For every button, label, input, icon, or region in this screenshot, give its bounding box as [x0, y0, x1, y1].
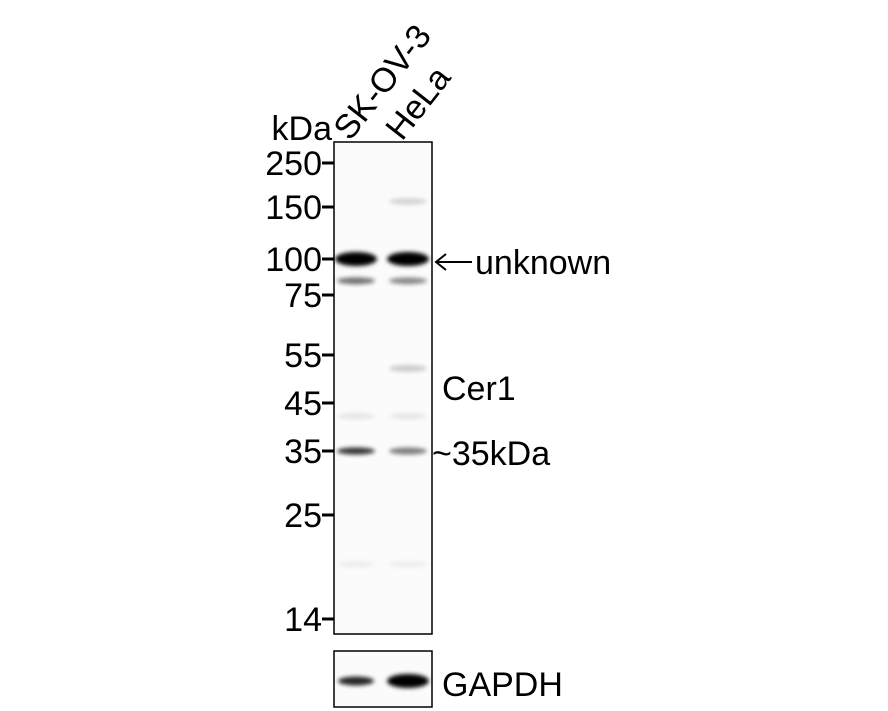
band-lane1-100kda [335, 252, 377, 266]
band-lane2-35kda [389, 447, 427, 455]
target-protein-label: Cer1 [442, 370, 516, 408]
unknown-label: unknown [475, 244, 611, 282]
arrow-head-icon [434, 253, 447, 271]
band-lane1-19kda [337, 560, 375, 568]
gapdh-band-lane2 [387, 674, 429, 688]
target-size-label: ~35kDa [432, 435, 550, 473]
band-lane1-35kda [337, 447, 375, 455]
marker-label-100: 100 [265, 241, 322, 279]
band-lane2-160kda [389, 197, 427, 205]
gapdh-label: GAPDH [442, 666, 563, 704]
marker-label-14: 14 [284, 601, 322, 639]
band-lane1-42kda [337, 412, 375, 420]
marker-label-35: 35 [284, 433, 322, 471]
kda-unit-label: kDa [272, 110, 333, 148]
main-blot-panel [333, 141, 433, 635]
marker-label-75: 75 [284, 277, 322, 315]
marker-label-55: 55 [284, 337, 322, 375]
band-lane2-100kda [387, 252, 429, 266]
marker-label-150: 150 [265, 189, 322, 227]
gapdh-bands [338, 674, 429, 688]
band-lane2-84kda [389, 277, 427, 285]
blot-bands [335, 197, 429, 568]
band-lane2-52kda [389, 364, 427, 372]
marker-label-25: 25 [284, 497, 322, 535]
marker-label-250: 250 [265, 145, 322, 183]
gapdh-band-lane1 [338, 676, 374, 686]
marker-label-45: 45 [284, 385, 322, 423]
band-lane2-42kda [389, 412, 427, 420]
band-lane1-84kda [337, 277, 375, 285]
band-lane2-19kda [389, 560, 427, 568]
